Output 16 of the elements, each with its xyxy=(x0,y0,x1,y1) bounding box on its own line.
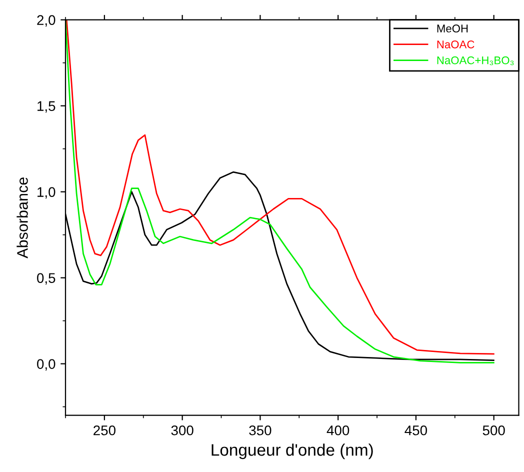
legend-label: MeOH xyxy=(437,24,468,32)
y-tick-label: 1,0 xyxy=(38,187,56,199)
x-tick-label: 300 xyxy=(171,425,194,436)
y-tick-label: 1,5 xyxy=(38,101,56,113)
x-tick-label: 350 xyxy=(249,425,272,436)
x-tick-label: 400 xyxy=(326,425,350,436)
legend-label: NaOAC+H₃BO₃ xyxy=(437,56,514,66)
x-tick-label: 450 xyxy=(404,425,428,436)
x-axis-title: Longueur d'onde (nm) xyxy=(212,444,373,460)
y-tick-label: 0,0 xyxy=(37,359,56,371)
x-tick-label: 500 xyxy=(482,425,505,436)
x-tick-label: 250 xyxy=(94,425,116,436)
y-tick-label: 0,5 xyxy=(37,273,56,285)
y-axis-title: Absorbance xyxy=(16,178,28,258)
y-tick-label: 2,0 xyxy=(37,15,56,27)
legend-label: NaOAC xyxy=(437,40,474,48)
